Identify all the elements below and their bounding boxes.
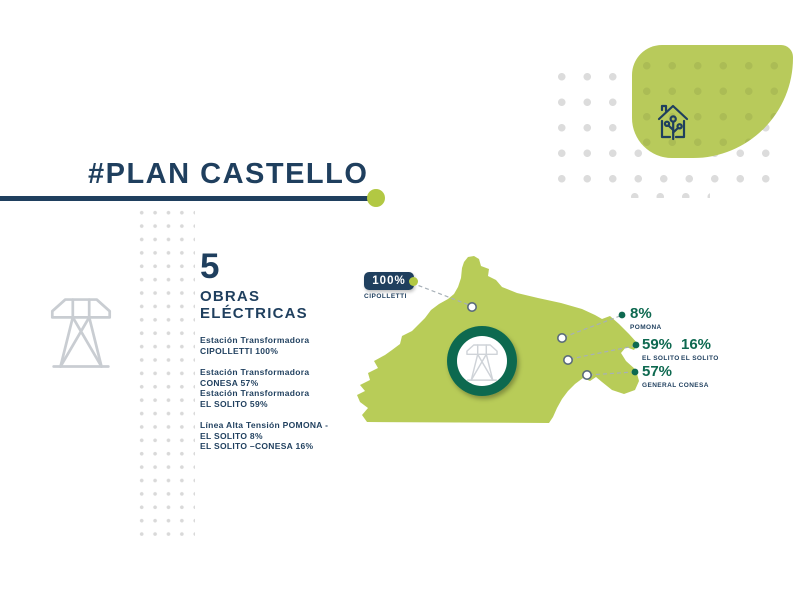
callout-label: EL SOLITO <box>642 355 680 362</box>
callout-value: 16% <box>681 336 712 353</box>
stat-label: OBRAS ELÉCTRICAS <box>200 288 308 322</box>
work-item: Estación Transformadora CIPOLLETTI 100% <box>200 335 328 356</box>
work-line: Estación Transformadora <box>200 335 310 345</box>
callout-general-conesa: 57% GENERAL CONESA <box>642 363 709 389</box>
callout-value: 59% <box>642 336 673 353</box>
callout-label: GENERAL CONESA <box>642 382 709 389</box>
dot-grid-left <box>133 204 195 536</box>
callout-pomona: 8% POMONA <box>630 305 662 331</box>
callout-value: 8% <box>630 305 652 322</box>
map-markers <box>467 301 593 381</box>
work-line: CIPOLLETTI 100% <box>200 345 279 356</box>
work-line: EL SOLITO –CONESA 16% <box>200 441 314 451</box>
work-line: EL SOLITO 59% <box>200 398 268 409</box>
marker-el-solito <box>563 355 574 366</box>
page-title: #PLAN CASTELLO <box>88 158 369 190</box>
marker-cipolletti <box>467 301 478 312</box>
works-list: Estación Transformadora CIPOLLETTI 100% … <box>200 335 328 463</box>
callout-value: 57% <box>642 363 673 380</box>
stat-number: 5 <box>200 247 220 286</box>
work-line: Estación Transformadora <box>200 388 310 398</box>
marker-conesa <box>582 370 593 381</box>
callout-el-solito-59: 59% EL SOLITO <box>642 336 680 362</box>
callout-label: EL SOLITO <box>681 355 719 362</box>
cipolletti-badge: 100% <box>364 272 414 290</box>
work-item: Línea Alta Tensión POMONA - EL SOLITO 8%… <box>200 420 328 452</box>
badge-accent-dot <box>409 277 418 286</box>
smart-home-icon <box>657 104 689 141</box>
work-item: Estación Transformadora CONESA 57% Estac… <box>200 367 328 409</box>
callout-label: POMONA <box>630 324 662 331</box>
cipolletti-label: CIPOLLETTI <box>364 293 407 300</box>
callout-bullets <box>618 311 640 376</box>
dot-grid-top-right-partial <box>618 180 710 198</box>
work-line: Estación Transformadora <box>200 367 310 377</box>
callout-el-solito-16: 16% EL SOLITO <box>681 336 719 362</box>
connector-lines <box>411 282 635 376</box>
work-line: Línea Alta Tensión POMONA - <box>200 420 329 430</box>
work-line: EL SOLITO 8% <box>200 430 263 441</box>
title-accent-dot <box>367 189 385 207</box>
title-underline <box>0 196 372 201</box>
province-map <box>357 256 640 423</box>
work-line: CONESA 57% <box>200 377 259 388</box>
marker-pomona <box>557 333 568 344</box>
stat-label-line1: OBRAS <box>200 288 261 305</box>
stat-label-line2: ELÉCTRICAS <box>200 304 308 322</box>
transmission-tower-icon <box>46 290 116 372</box>
